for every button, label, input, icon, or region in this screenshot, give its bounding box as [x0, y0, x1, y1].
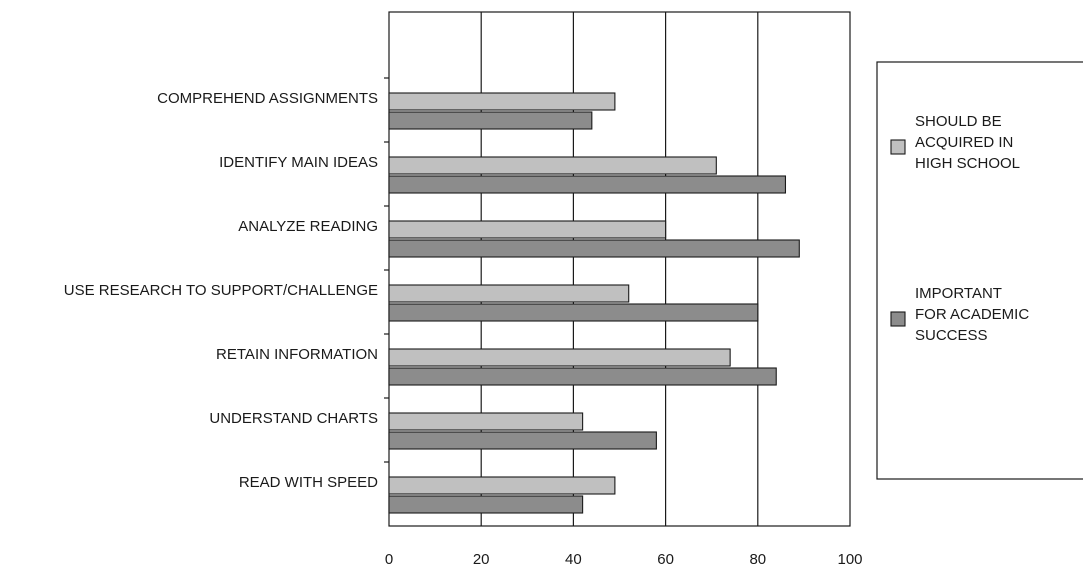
bar-academic-success [388, 367, 777, 386]
bar-high-school [388, 476, 616, 495]
legend-label: FOR ACADEMIC [915, 306, 1029, 323]
category-label: ANALYZE READING [238, 218, 378, 235]
x-tick-label: 20 [473, 551, 490, 568]
bar-academic-success [388, 239, 800, 258]
x-tick-label: 100 [837, 551, 862, 568]
bar-high-school [388, 412, 584, 431]
bar-high-school [388, 92, 616, 111]
bar-academic-success [388, 111, 593, 130]
x-tick-label: 60 [657, 551, 674, 568]
legend-swatch [890, 311, 906, 327]
bar-academic-success [388, 495, 584, 514]
x-tick-label: 0 [385, 551, 393, 568]
bar-high-school [388, 220, 667, 239]
category-label: READ WITH SPEED [239, 474, 378, 491]
legend: SHOULD BE ACQUIRED IN HIGH SCHOOL IMPORTANT… [876, 61, 1083, 480]
legend-label: HIGH SCHOOL [915, 155, 1020, 172]
category-label: IDENTIFY MAIN IDEAS [219, 154, 378, 171]
category-label: COMPREHEND ASSIGNMENTS [157, 90, 378, 107]
x-tick-label: 80 [749, 551, 766, 568]
bar-academic-success [388, 303, 759, 322]
category-label: RETAIN INFORMATION [216, 346, 378, 363]
category-label: USE RESEARCH TO SUPPORT/CHALLENGE [64, 282, 378, 299]
bar-high-school [388, 284, 630, 303]
legend-box [876, 61, 1083, 480]
legend-label: SHOULD BE [915, 113, 1002, 130]
category-label: UNDERSTAND CHARTS [209, 410, 378, 427]
bar-high-school [388, 348, 731, 367]
x-tick-label: 40 [565, 551, 582, 568]
plot-area: 0 20 40 60 80 100 COMPREHEND ASSIGNMENTS IDENTI… [64, 11, 863, 568]
bar-academic-success [388, 431, 657, 450]
legend-swatch [890, 139, 906, 155]
bar-high-school [388, 156, 717, 175]
legend-label: IMPORTANT [915, 285, 1002, 302]
legend-label: SUCCESS [915, 327, 988, 344]
bar-academic-success [388, 175, 787, 194]
legend-label: ACQUIRED IN [915, 134, 1013, 151]
